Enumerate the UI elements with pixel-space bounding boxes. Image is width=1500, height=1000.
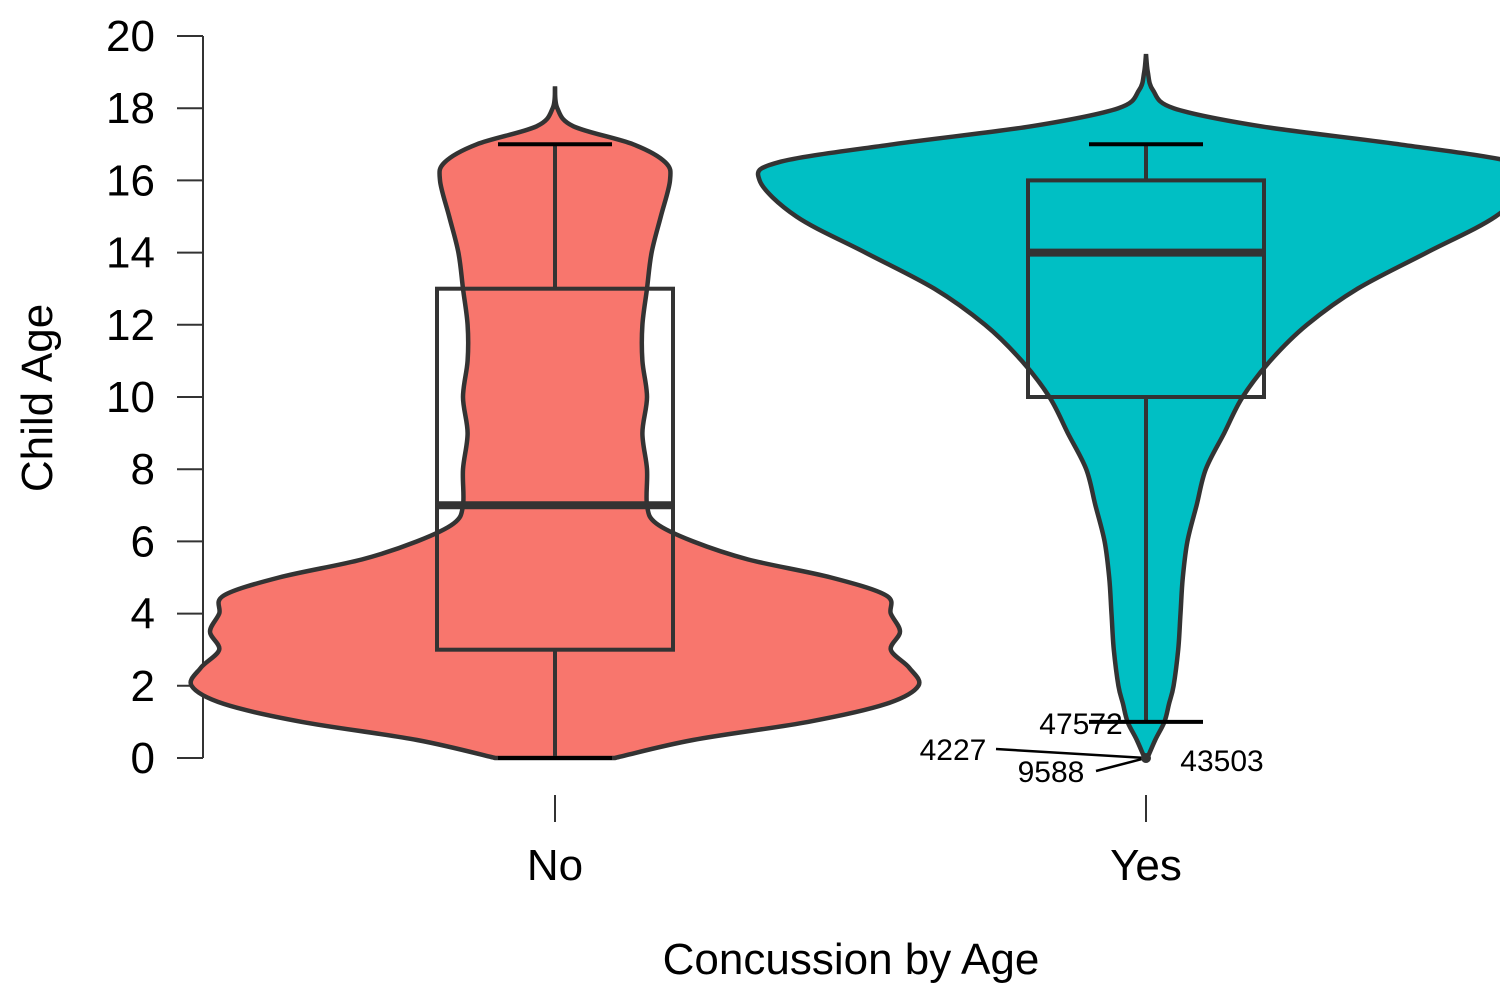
box-yes [1026,178,1266,399]
y-tick-label: 18 [106,84,155,133]
outlier-label: 43503 [1180,745,1263,778]
outlier-leader-line [995,747,1147,760]
x-tick-label: Yes [1110,841,1182,890]
y-tick-label: 6 [131,517,155,566]
x-axis-title: Concussion by Age [663,935,1040,984]
outlier-label: 9588 [1018,756,1085,789]
y-tick-label: 10 [106,373,155,422]
y-tick-label: 16 [106,156,155,205]
outlier-label: 4227 [920,734,987,767]
outlier-leader-line [1095,756,1147,773]
y-tick-label: 2 [131,662,155,711]
y-tick-label: 4 [131,590,155,639]
violin-no [188,86,922,761]
y-axis: 0 2 4 6 8 10 12 14 16 18 20 [106,12,203,783]
y-tick-label: 20 [106,12,155,61]
y-tick-label: 8 [131,445,155,494]
violin-plot-area [188,53,1500,761]
x-axis: No Yes [527,795,1182,890]
outlier-point [1141,753,1151,763]
x-tick-label: No [527,841,583,890]
outlier-annotations: 47572 4227 9588 43503 [920,708,1264,789]
outlier-label: 47572 [1039,708,1122,741]
violin-yes [755,53,1500,761]
y-axis-title: Child Age [13,304,62,492]
y-tick-label: 14 [106,229,155,278]
y-tick-label: 0 [131,734,155,783]
y-tick-label: 12 [106,301,155,350]
box-no [435,286,675,652]
